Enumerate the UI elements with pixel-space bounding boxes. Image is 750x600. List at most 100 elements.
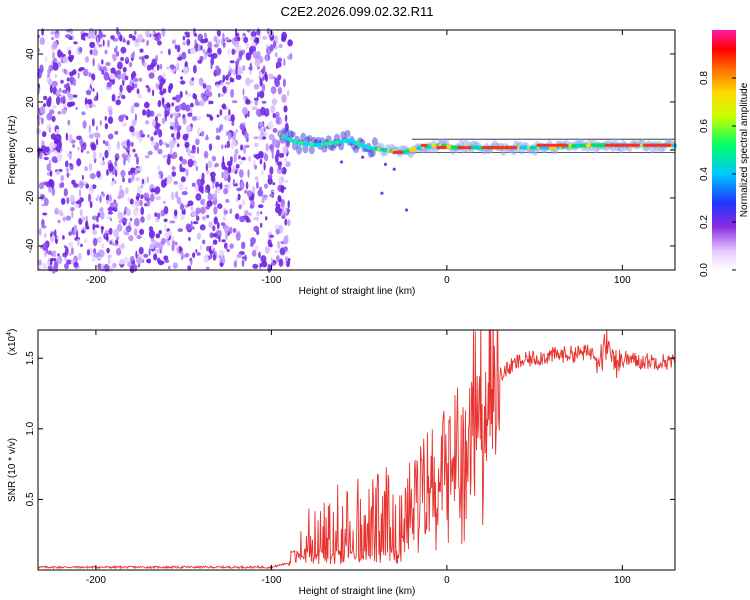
- noise-blob: [235, 129, 238, 133]
- noise-blob: [252, 186, 256, 194]
- noise-blob: [261, 100, 267, 104]
- noise-blob: [81, 229, 85, 234]
- noise-blob: [191, 77, 195, 81]
- noise-blob: [260, 222, 263, 228]
- noise-blob: [115, 248, 122, 256]
- noise-blob: [72, 144, 75, 148]
- noise-blob: [162, 200, 166, 204]
- noise-blob: [190, 210, 197, 217]
- noise-blob: [231, 120, 235, 127]
- noise-blob: [171, 171, 177, 177]
- noise-blob: [136, 156, 139, 165]
- noise-blob: [154, 186, 161, 194]
- noise-blob: [155, 54, 159, 63]
- noise-blob: [241, 65, 246, 71]
- noise-blob: [41, 131, 47, 138]
- y-tick-label: 1.0: [25, 421, 36, 435]
- noise-blob: [231, 48, 236, 55]
- noise-blob: [98, 30, 103, 39]
- noise-blob: [210, 242, 214, 251]
- noise-blob: [68, 231, 73, 236]
- noise-blob: [163, 255, 169, 261]
- noise-blob: [96, 215, 99, 223]
- noise-blob: [153, 253, 158, 261]
- noise-blob: [238, 155, 241, 160]
- noise-blob: [167, 107, 171, 112]
- noise-blob: [176, 143, 180, 148]
- noise-blob: [137, 33, 144, 43]
- noise-blob: [158, 139, 163, 146]
- noise-blob: [98, 249, 105, 258]
- noise-blob: [147, 134, 150, 138]
- noise-blob: [134, 41, 140, 48]
- noise-blob: [135, 196, 139, 200]
- noise-blob: [57, 111, 62, 115]
- noise-blob: [185, 90, 188, 95]
- noise-blob: [110, 35, 115, 40]
- noise-blob: [169, 148, 173, 156]
- noise-blob: [287, 219, 291, 227]
- noise-blob: [206, 170, 210, 175]
- snr-series-line: [38, 330, 675, 570]
- noise-blob: [192, 221, 199, 225]
- noise-blob: [108, 194, 112, 202]
- noise-blob: [78, 189, 82, 197]
- noise-blob: [225, 231, 228, 240]
- noise-blob: [244, 132, 249, 139]
- noise-blob: [50, 251, 54, 257]
- noise-blob: [252, 263, 259, 269]
- noise-blob: [157, 148, 163, 155]
- noise-blob: [229, 60, 235, 64]
- noise-blob: [213, 43, 219, 48]
- noise-blob: [141, 259, 145, 263]
- noise-blob: [287, 55, 291, 60]
- signal-peak: [643, 143, 672, 147]
- noise-blob: [42, 212, 48, 216]
- signal-outlier: [404, 208, 409, 212]
- noise-blob: [170, 235, 175, 241]
- noise-blob: [121, 122, 128, 127]
- signal-peak: [536, 143, 568, 147]
- noise-blob: [144, 120, 150, 125]
- noise-blob: [196, 127, 201, 136]
- noise-blob: [263, 126, 266, 132]
- noise-blob: [222, 74, 226, 83]
- noise-blob: [63, 188, 68, 197]
- noise-blob: [157, 40, 162, 46]
- noise-blob: [216, 186, 221, 194]
- noise-blob: [216, 35, 219, 45]
- noise-blob: [275, 116, 280, 125]
- noise-blob: [101, 243, 105, 249]
- noise-blob: [99, 195, 102, 203]
- y-tick-label: -40: [25, 238, 36, 253]
- noise-blob: [176, 44, 181, 53]
- noise-blob: [178, 182, 184, 191]
- noise-blob: [216, 114, 220, 118]
- noise-blob: [259, 158, 263, 165]
- noise-blob: [181, 191, 188, 196]
- noise-blob: [146, 258, 151, 264]
- noise-blob: [67, 241, 74, 248]
- noise-blob: [224, 144, 227, 149]
- noise-blob: [190, 220, 193, 226]
- noise-blob: [48, 126, 52, 133]
- noise-blob: [151, 31, 156, 40]
- noise-blob: [158, 83, 163, 92]
- noise-blob: [254, 245, 259, 251]
- noise-blob: [278, 210, 282, 217]
- noise-blob: [198, 184, 204, 193]
- noise-blob: [225, 131, 229, 137]
- noise-blob: [77, 238, 80, 247]
- noise-blob: [225, 198, 230, 203]
- noise-blob: [49, 259, 53, 266]
- noise-blob: [53, 139, 60, 144]
- noise-blob: [170, 191, 175, 201]
- noise-blob: [145, 85, 149, 89]
- noise-blob: [202, 239, 206, 245]
- noise-blob: [231, 139, 237, 148]
- noise-blob: [107, 143, 111, 152]
- noise-blob: [127, 261, 132, 268]
- noise-blob: [173, 209, 178, 217]
- noise-blob: [60, 182, 65, 188]
